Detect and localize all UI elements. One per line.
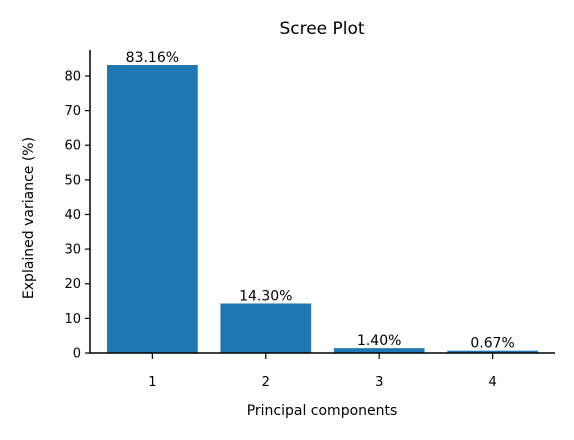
x-tick-label-1: 1 xyxy=(148,375,156,390)
x-tick-label-2: 2 xyxy=(262,375,270,390)
data-label-pc-2: 14.30% xyxy=(239,288,292,304)
y-tick-label-50: 50 xyxy=(64,173,81,188)
chart-title: Scree Plot xyxy=(279,19,364,39)
bar-pc-4 xyxy=(447,350,538,353)
data-label-pc-4: 0.67% xyxy=(470,336,514,352)
x-tick-label-4: 4 xyxy=(488,375,496,390)
x-axis-label: Principal components xyxy=(247,403,398,419)
y-tick-label-40: 40 xyxy=(64,208,81,223)
y-tick-label-20: 20 xyxy=(64,277,81,292)
x-tick-label-3: 3 xyxy=(375,375,383,390)
bar-pc-1 xyxy=(107,65,198,353)
y-tick-label-10: 10 xyxy=(64,312,81,327)
y-tick-label-0: 0 xyxy=(73,347,81,362)
data-label-pc-3: 1.40% xyxy=(357,333,401,349)
y-tick-label-30: 30 xyxy=(64,243,81,258)
data-label-pc-1: 83.16% xyxy=(126,50,179,66)
y-tick-label-80: 80 xyxy=(64,69,81,84)
plot-area: 83.16% 14.30% 1.40% 0.67% 0 10 20 30 40 50 60 70 80 1… xyxy=(64,50,555,390)
y-tick-label-60: 60 xyxy=(64,139,81,154)
bar-pc-2 xyxy=(220,303,312,353)
y-axis-label: Explained variance (%) xyxy=(21,137,37,299)
bar-pc-3 xyxy=(333,348,425,353)
y-tick-label-70: 70 xyxy=(64,104,81,119)
